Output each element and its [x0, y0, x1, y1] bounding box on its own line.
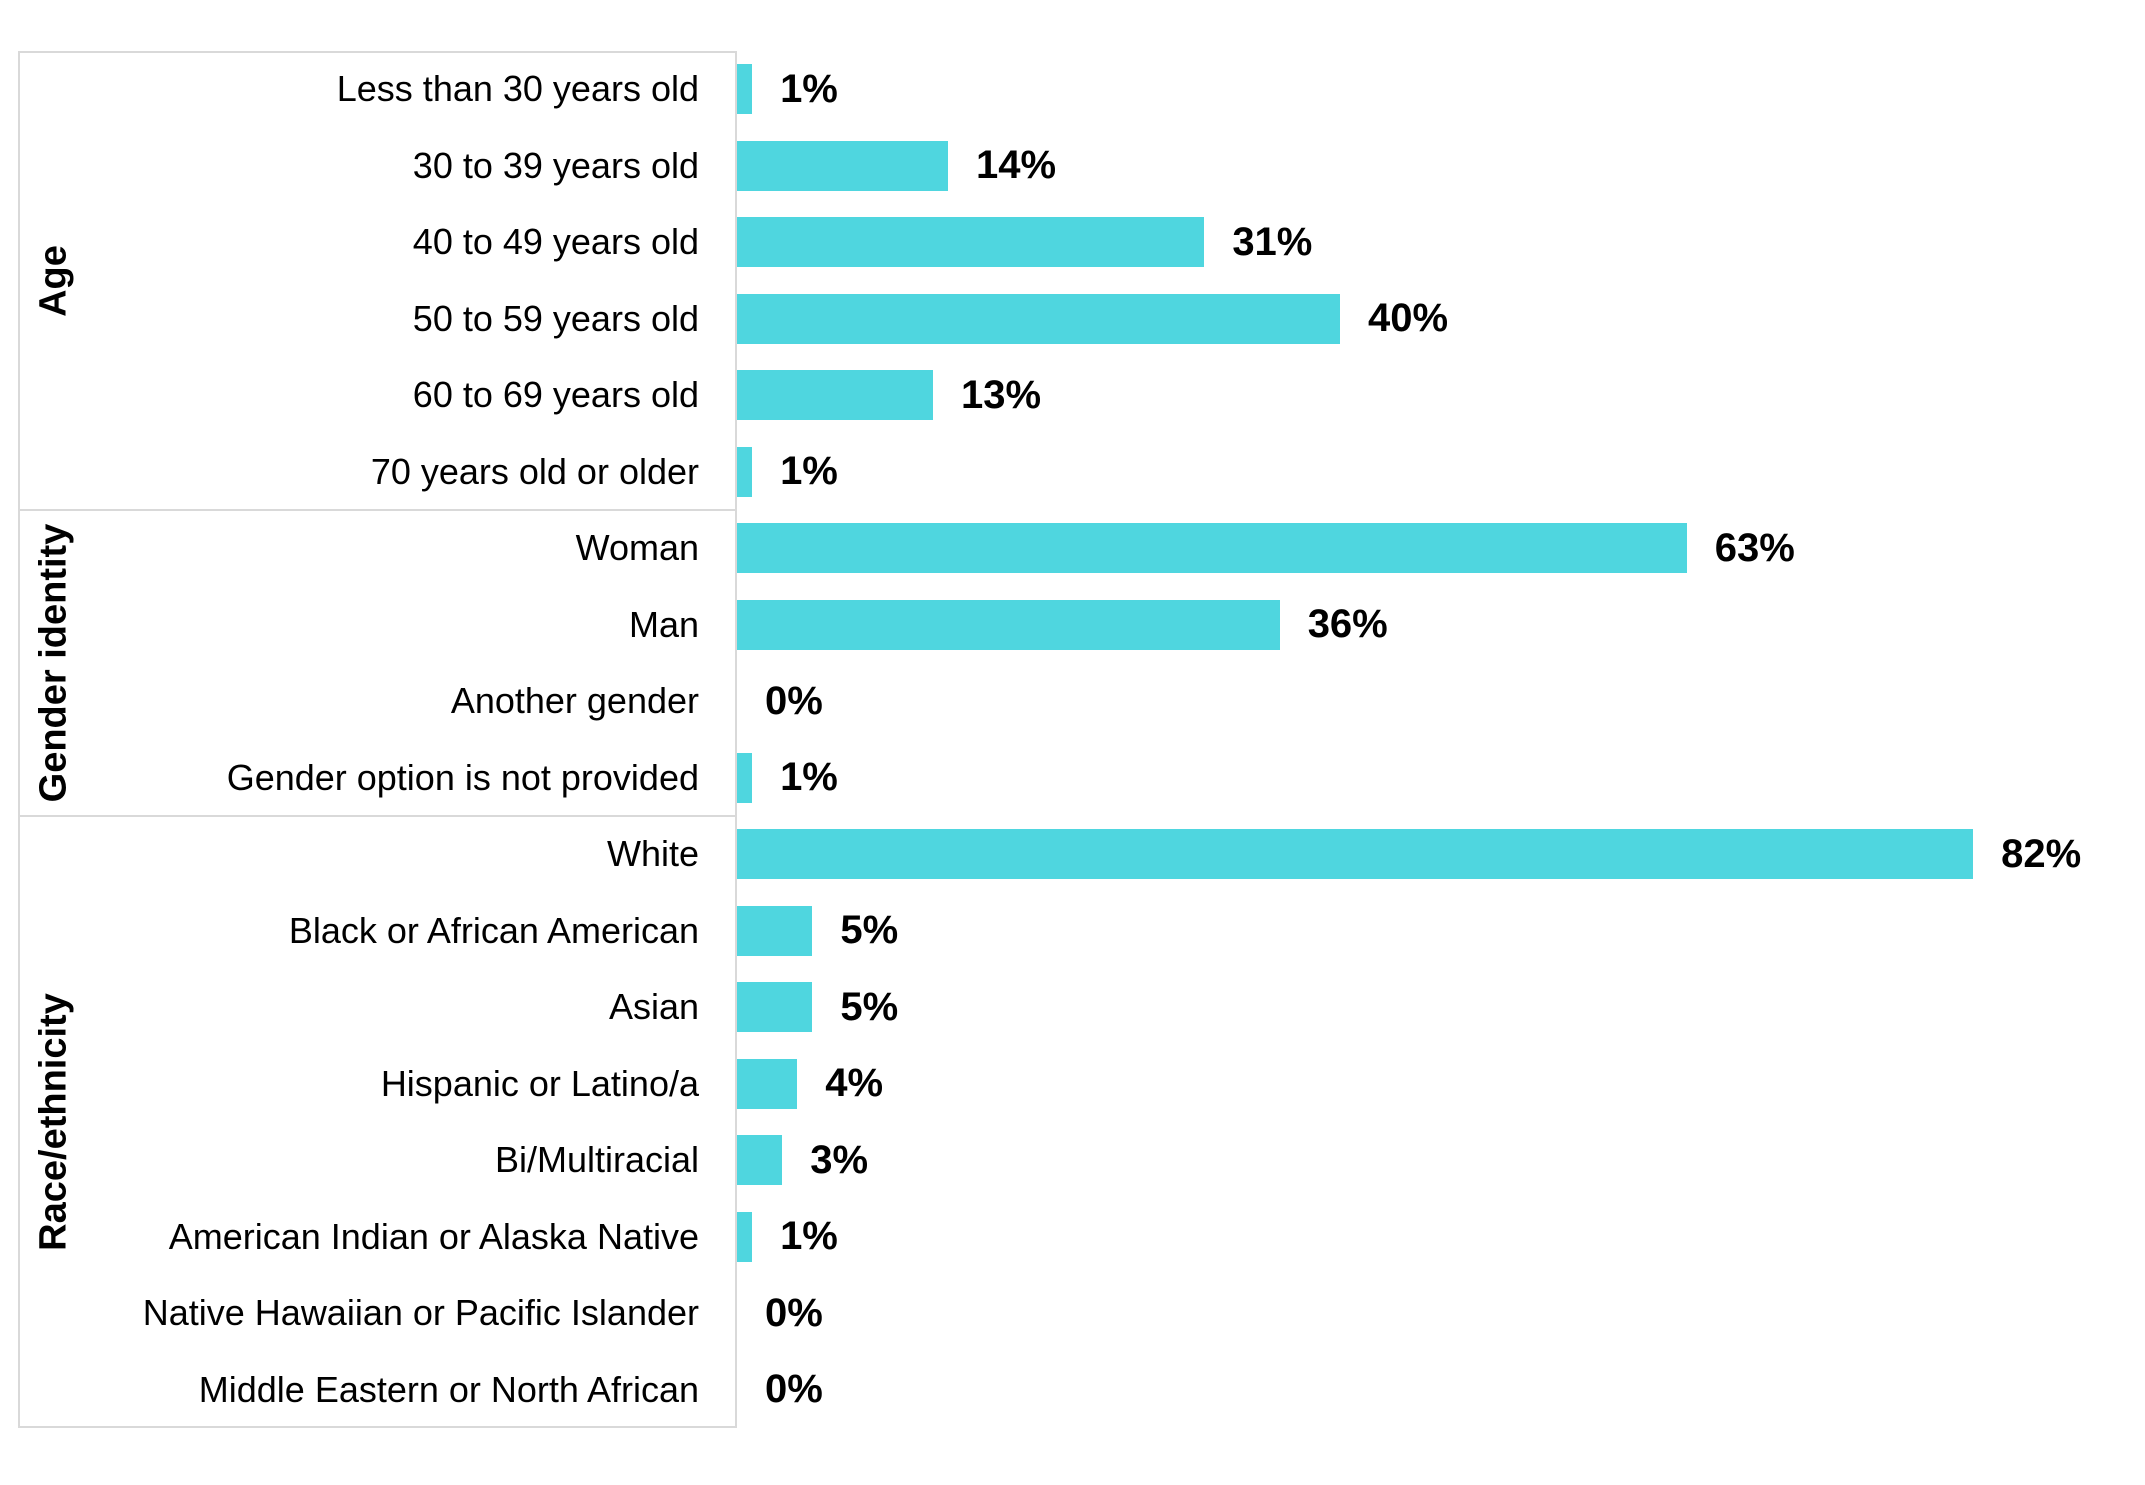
- bar-area: 31%: [737, 204, 2145, 281]
- bar: [737, 752, 753, 803]
- bar: [737, 64, 753, 115]
- chart-row: 60 to 69 years old 13%: [0, 357, 2145, 434]
- bar: [737, 1135, 783, 1186]
- bar: [737, 905, 813, 956]
- category-label: 70 years old or older: [370, 450, 699, 492]
- bar-area: 1%: [737, 51, 2145, 128]
- chart-row: 50 to 59 years old 40%: [0, 281, 2145, 358]
- value-label: 0%: [765, 1367, 823, 1412]
- chart-row: American Indian or Alaska Native 1%: [0, 1199, 2145, 1276]
- value-label: 1%: [780, 1214, 838, 1259]
- chart-row: Native Hawaiian or Pacific Islander 0%: [0, 1275, 2145, 1352]
- bar-area: 5%: [737, 893, 2145, 970]
- bar-area: 5%: [737, 969, 2145, 1046]
- chart-row: White 82%: [0, 816, 2145, 893]
- group-divider: [18, 815, 737, 817]
- chart-row: Woman 63%: [0, 510, 2145, 587]
- group-label-race-ethnicity: Race/ethnicity: [32, 993, 75, 1251]
- bar-area: 13%: [737, 357, 2145, 434]
- bar: [737, 446, 753, 497]
- bar: [737, 217, 1205, 268]
- category-label: Man: [628, 603, 699, 645]
- chart-rows: Less than 30 years old 1% 30 to 39 years o…: [0, 51, 2145, 1428]
- chart-row: Man 36%: [0, 587, 2145, 664]
- chart-row: Bi/Multiracial 3%: [0, 1122, 2145, 1199]
- value-label: 0%: [765, 1290, 823, 1335]
- chart-row: Less than 30 years old 1%: [0, 51, 2145, 128]
- bar-area: 82%: [737, 816, 2145, 893]
- chart-row: Another gender 0%: [0, 663, 2145, 740]
- value-label: 13%: [960, 372, 1042, 417]
- bar: [737, 1211, 753, 1262]
- value-label: 31%: [1232, 219, 1313, 264]
- chart-row: Middle Eastern or North African 0%: [0, 1352, 2145, 1429]
- category-label: Less than 30 years old: [336, 68, 699, 110]
- bar-area: 0%: [737, 1352, 2145, 1429]
- bar: [737, 370, 933, 421]
- bar-area: 1%: [737, 1199, 2145, 1276]
- category-label: American Indian or Alaska Native: [168, 1215, 699, 1257]
- chart-row: 30 to 39 years old 14%: [0, 128, 2145, 205]
- chart-row: Gender option is not provided 1%: [0, 740, 2145, 817]
- group-label-gender-identity: Gender identity: [32, 523, 75, 803]
- chart-row: 70 years old or older 1%: [0, 434, 2145, 511]
- bar: [737, 1058, 798, 1109]
- category-label: 30 to 39 years old: [412, 144, 699, 186]
- category-label: Native Hawaiian or Pacific Islander: [142, 1292, 699, 1334]
- bar: [737, 982, 813, 1033]
- value-label: 5%: [840, 908, 899, 953]
- bar-area: 40%: [737, 281, 2145, 358]
- bar-area: 1%: [737, 434, 2145, 511]
- chart-row: 40 to 49 years old 31%: [0, 204, 2145, 281]
- value-label: 0%: [765, 678, 823, 723]
- bar-area: 4%: [737, 1046, 2145, 1123]
- value-label: 3%: [810, 1137, 869, 1182]
- category-label: Asian: [608, 986, 699, 1028]
- category-label: Woman: [575, 527, 699, 569]
- value-label: 1%: [780, 755, 838, 800]
- category-label: Another gender: [450, 680, 699, 722]
- value-label: 4%: [825, 1061, 884, 1106]
- bar-area: 14%: [737, 128, 2145, 205]
- category-label: Gender option is not provided: [226, 756, 699, 798]
- bar: [737, 140, 949, 191]
- category-label: White: [606, 833, 699, 875]
- bar: [737, 829, 1974, 880]
- category-label: Bi/Multiracial: [494, 1139, 699, 1181]
- bar-area: 0%: [737, 663, 2145, 740]
- value-label: 82%: [2001, 831, 2082, 876]
- bar: [737, 293, 1340, 344]
- group-divider: [18, 509, 737, 511]
- value-label: 1%: [780, 449, 838, 494]
- value-label: 40%: [1368, 296, 1449, 341]
- value-label: 14%: [976, 143, 1057, 188]
- category-label: Middle Eastern or North African: [198, 1368, 699, 1410]
- category-label: Hispanic or Latino/a: [380, 1062, 699, 1104]
- bar: [737, 523, 1687, 574]
- category-label: Black or African American: [288, 909, 699, 951]
- bar-area: 63%: [737, 510, 2145, 587]
- group-label-age: Age: [32, 244, 75, 317]
- value-label: 36%: [1307, 602, 1388, 647]
- bar-area: 1%: [737, 740, 2145, 817]
- value-label: 5%: [840, 984, 899, 1029]
- value-label: 1%: [780, 66, 838, 111]
- category-label: 50 to 59 years old: [412, 297, 699, 339]
- category-label: 60 to 69 years old: [412, 374, 699, 416]
- chart-row: Hispanic or Latino/a 4%: [0, 1046, 2145, 1123]
- bar-area: 0%: [737, 1275, 2145, 1352]
- category-axis-box: [18, 51, 737, 1428]
- bar: [737, 599, 1280, 650]
- bar-area: 3%: [737, 1122, 2145, 1199]
- category-label: 40 to 49 years old: [412, 221, 699, 263]
- bar-area: 36%: [737, 587, 2145, 664]
- chart-row: Black or African American 5%: [0, 893, 2145, 970]
- value-label: 63%: [1714, 525, 1795, 570]
- chart-row: Asian 5%: [0, 969, 2145, 1046]
